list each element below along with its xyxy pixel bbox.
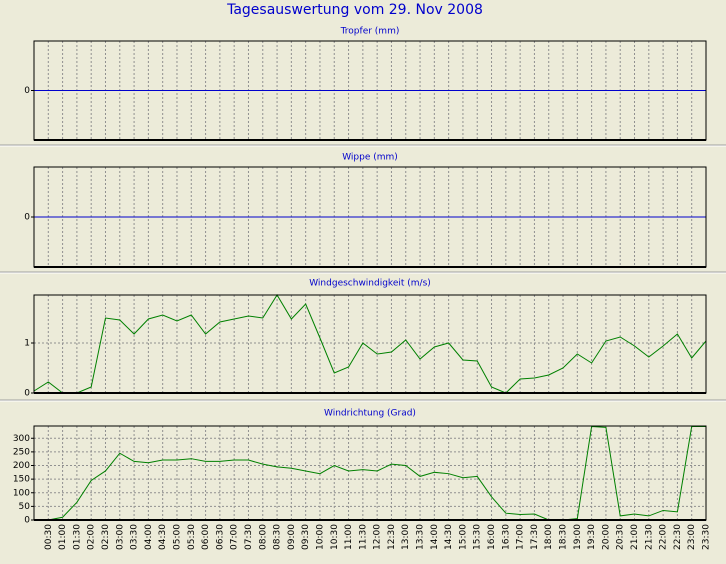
- x-tick-label: 09:00: [287, 524, 297, 550]
- x-tick-label: 04:30: [158, 524, 168, 550]
- y-tick-label: 0: [24, 516, 30, 526]
- x-tick-label: 14:00: [430, 524, 440, 550]
- x-tick-label: 19:30: [587, 524, 597, 550]
- x-tick-label: 18:00: [544, 524, 554, 550]
- x-tick-label: 02:00: [87, 524, 97, 550]
- x-tick-label: 15:00: [458, 524, 468, 550]
- x-tick-label: 20:00: [601, 524, 611, 550]
- y-tick-label: 0: [24, 389, 30, 399]
- y-tick-label: 250: [13, 447, 30, 457]
- x-tick-label: 01:30: [72, 524, 82, 550]
- x-tick-label: 08:00: [258, 524, 268, 550]
- x-tick-label: 05:30: [187, 524, 197, 550]
- x-tick-label: 13:00: [401, 524, 411, 550]
- x-tick-label: 01:00: [58, 524, 68, 550]
- x-tick-label: 12:00: [373, 524, 383, 550]
- x-tick-label: 00:30: [44, 524, 54, 550]
- x-tick-label: 23:00: [687, 524, 697, 550]
- x-tick-label: 08:30: [273, 524, 283, 550]
- x-tick-label: 17:30: [530, 524, 540, 550]
- x-tick-label: 16:30: [501, 524, 511, 550]
- x-tick-label: 06:30: [215, 524, 225, 550]
- x-tick-label: 17:00: [516, 524, 526, 550]
- y-tick-label: 50: [19, 502, 31, 512]
- x-tick-label: 07:30: [244, 524, 254, 550]
- x-tick-label: 22:00: [659, 524, 669, 550]
- y-tick-label: 200: [13, 461, 30, 471]
- x-tick-label: 11:00: [344, 524, 354, 550]
- chart-title: Tropfer (mm): [340, 27, 400, 37]
- chart-title: Wippe (mm): [342, 153, 398, 163]
- y-tick-label: 150: [13, 475, 30, 485]
- x-tick-label: 11:30: [358, 524, 368, 550]
- x-tick-label: 03:30: [130, 524, 140, 550]
- y-tick-label: 0: [24, 86, 30, 96]
- x-tick-label: 15:30: [473, 524, 483, 550]
- x-tick-label: 21:30: [644, 524, 654, 550]
- x-tick-label: 03:00: [115, 524, 125, 550]
- x-tick-label: 12:30: [387, 524, 397, 550]
- x-tick-label: 10:00: [315, 524, 325, 550]
- x-tick-label: 14:30: [444, 524, 454, 550]
- y-tick-label: 1: [24, 339, 30, 349]
- x-tick-label: 20:30: [616, 524, 626, 550]
- x-tick-label: 23:30: [702, 524, 712, 550]
- x-tick-label: 10:30: [330, 524, 340, 550]
- x-tick-label: 21:00: [630, 524, 640, 550]
- x-tick-label: 19:00: [573, 524, 583, 550]
- y-tick-label: 300: [13, 434, 30, 444]
- x-tick-label: 06:00: [201, 524, 211, 550]
- x-tick-label: 09:30: [301, 524, 311, 550]
- x-tick-label: 05:00: [172, 524, 182, 550]
- y-tick-label: 100: [13, 488, 30, 498]
- x-tick-label: 13:30: [416, 524, 426, 550]
- x-tick-label: 04:00: [144, 524, 154, 550]
- chart-title: Windgeschwindigkeit (m/s): [309, 279, 431, 289]
- chart-title: Windrichtung (Grad): [324, 409, 416, 419]
- data-line: [34, 426, 706, 521]
- x-tick-label: 16:00: [487, 524, 497, 550]
- y-tick-label: 0: [24, 213, 30, 223]
- x-tick-label: 22:30: [673, 524, 683, 550]
- page-title: Tagesauswertung vom 29. Nov 2008: [226, 2, 483, 18]
- data-line: [33, 294, 707, 394]
- x-tick-label: 18:30: [559, 524, 569, 550]
- x-tick-label: 07:00: [230, 524, 240, 550]
- x-tick-label: 02:30: [101, 524, 111, 550]
